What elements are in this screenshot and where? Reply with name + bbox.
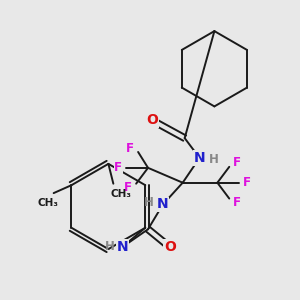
Text: N: N — [157, 197, 169, 212]
Text: N: N — [116, 240, 128, 254]
Text: H: H — [144, 196, 154, 209]
Text: F: F — [124, 181, 132, 194]
Text: CH₃: CH₃ — [37, 198, 58, 208]
Text: N: N — [194, 151, 205, 165]
Text: F: F — [126, 142, 134, 154]
Text: F: F — [233, 196, 241, 209]
Text: F: F — [233, 156, 241, 170]
Text: F: F — [243, 176, 251, 189]
Text: H: H — [208, 153, 218, 167]
Text: H: H — [104, 240, 114, 253]
Text: F: F — [114, 161, 122, 174]
Text: O: O — [164, 240, 176, 254]
Text: CH₃: CH₃ — [111, 189, 132, 199]
Text: O: O — [146, 113, 158, 127]
